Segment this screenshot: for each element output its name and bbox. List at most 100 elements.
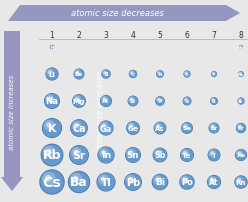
Circle shape bbox=[211, 152, 214, 155]
Text: H: H bbox=[50, 46, 54, 50]
Text: Li: Li bbox=[49, 72, 56, 78]
Text: N: N bbox=[158, 73, 162, 77]
Circle shape bbox=[209, 150, 219, 161]
Circle shape bbox=[212, 73, 215, 75]
Text: Bi: Bi bbox=[155, 178, 165, 187]
Circle shape bbox=[45, 95, 59, 108]
Circle shape bbox=[211, 126, 214, 128]
Circle shape bbox=[186, 73, 187, 74]
Circle shape bbox=[125, 175, 141, 190]
Text: Pb: Pb bbox=[126, 177, 140, 187]
Circle shape bbox=[100, 123, 108, 130]
Circle shape bbox=[126, 176, 135, 184]
Circle shape bbox=[72, 148, 81, 157]
Circle shape bbox=[71, 121, 87, 136]
Text: 3: 3 bbox=[104, 31, 108, 40]
Circle shape bbox=[42, 145, 62, 165]
Circle shape bbox=[240, 47, 241, 48]
Circle shape bbox=[240, 100, 241, 101]
Circle shape bbox=[236, 150, 246, 160]
Text: atomic size increases: atomic size increases bbox=[9, 74, 15, 149]
Text: Rn: Rn bbox=[236, 179, 246, 185]
Circle shape bbox=[129, 71, 136, 78]
Circle shape bbox=[184, 152, 186, 155]
Text: Ne: Ne bbox=[238, 73, 244, 77]
Circle shape bbox=[181, 149, 193, 162]
Text: As: As bbox=[155, 125, 165, 131]
Text: 1: 1 bbox=[50, 31, 54, 40]
Text: Kr: Kr bbox=[238, 126, 244, 131]
Circle shape bbox=[238, 99, 244, 104]
Circle shape bbox=[240, 47, 242, 49]
Text: Se: Se bbox=[183, 126, 191, 131]
Text: atomic size decreases: atomic size decreases bbox=[71, 9, 163, 18]
Circle shape bbox=[184, 125, 186, 128]
Circle shape bbox=[238, 179, 240, 182]
Circle shape bbox=[157, 125, 159, 128]
Circle shape bbox=[127, 149, 135, 157]
Circle shape bbox=[74, 97, 81, 103]
Circle shape bbox=[239, 99, 242, 102]
Text: Mg: Mg bbox=[73, 99, 85, 104]
Circle shape bbox=[209, 124, 219, 133]
Circle shape bbox=[182, 124, 192, 133]
Circle shape bbox=[184, 72, 190, 78]
Circle shape bbox=[154, 149, 166, 161]
Text: K: K bbox=[48, 123, 56, 133]
Circle shape bbox=[239, 73, 242, 75]
Circle shape bbox=[185, 99, 187, 101]
Circle shape bbox=[126, 148, 140, 162]
Circle shape bbox=[42, 173, 55, 185]
Text: P: P bbox=[158, 99, 162, 104]
Text: 8: 8 bbox=[239, 31, 243, 40]
Text: Sn: Sn bbox=[127, 151, 139, 160]
Text: Tl: Tl bbox=[100, 177, 111, 187]
Circle shape bbox=[181, 176, 193, 188]
Circle shape bbox=[43, 120, 61, 137]
Circle shape bbox=[70, 146, 88, 164]
Circle shape bbox=[103, 99, 105, 101]
Text: Te: Te bbox=[182, 152, 192, 158]
Circle shape bbox=[97, 173, 115, 191]
Circle shape bbox=[211, 99, 215, 102]
Circle shape bbox=[211, 99, 217, 104]
Circle shape bbox=[209, 177, 216, 184]
Circle shape bbox=[46, 149, 51, 154]
Text: Cl: Cl bbox=[212, 100, 216, 103]
Circle shape bbox=[156, 97, 164, 106]
Circle shape bbox=[43, 119, 62, 138]
Circle shape bbox=[155, 150, 162, 157]
Circle shape bbox=[184, 72, 190, 77]
Circle shape bbox=[182, 150, 188, 157]
Circle shape bbox=[75, 70, 83, 79]
Circle shape bbox=[237, 124, 246, 133]
Circle shape bbox=[129, 97, 137, 106]
Text: Sb: Sb bbox=[154, 151, 166, 160]
Text: He: He bbox=[238, 46, 244, 50]
Text: Be: Be bbox=[75, 72, 83, 77]
Circle shape bbox=[157, 72, 163, 78]
Circle shape bbox=[182, 123, 192, 134]
Circle shape bbox=[127, 123, 139, 134]
Circle shape bbox=[153, 175, 167, 189]
Circle shape bbox=[212, 73, 216, 77]
Circle shape bbox=[154, 176, 162, 184]
Circle shape bbox=[104, 73, 106, 74]
Text: Ge: Ge bbox=[127, 125, 138, 131]
Circle shape bbox=[41, 171, 63, 193]
Circle shape bbox=[183, 124, 188, 130]
Circle shape bbox=[49, 72, 51, 74]
Text: Sr: Sr bbox=[72, 150, 86, 160]
Circle shape bbox=[75, 71, 80, 76]
Circle shape bbox=[208, 176, 220, 188]
Circle shape bbox=[46, 96, 54, 103]
Circle shape bbox=[47, 69, 58, 80]
Circle shape bbox=[157, 98, 161, 102]
Circle shape bbox=[101, 177, 105, 181]
Circle shape bbox=[154, 123, 166, 134]
Circle shape bbox=[102, 151, 105, 155]
Circle shape bbox=[156, 152, 159, 155]
Circle shape bbox=[102, 71, 110, 78]
Text: Na: Na bbox=[46, 97, 59, 106]
Circle shape bbox=[128, 97, 138, 106]
